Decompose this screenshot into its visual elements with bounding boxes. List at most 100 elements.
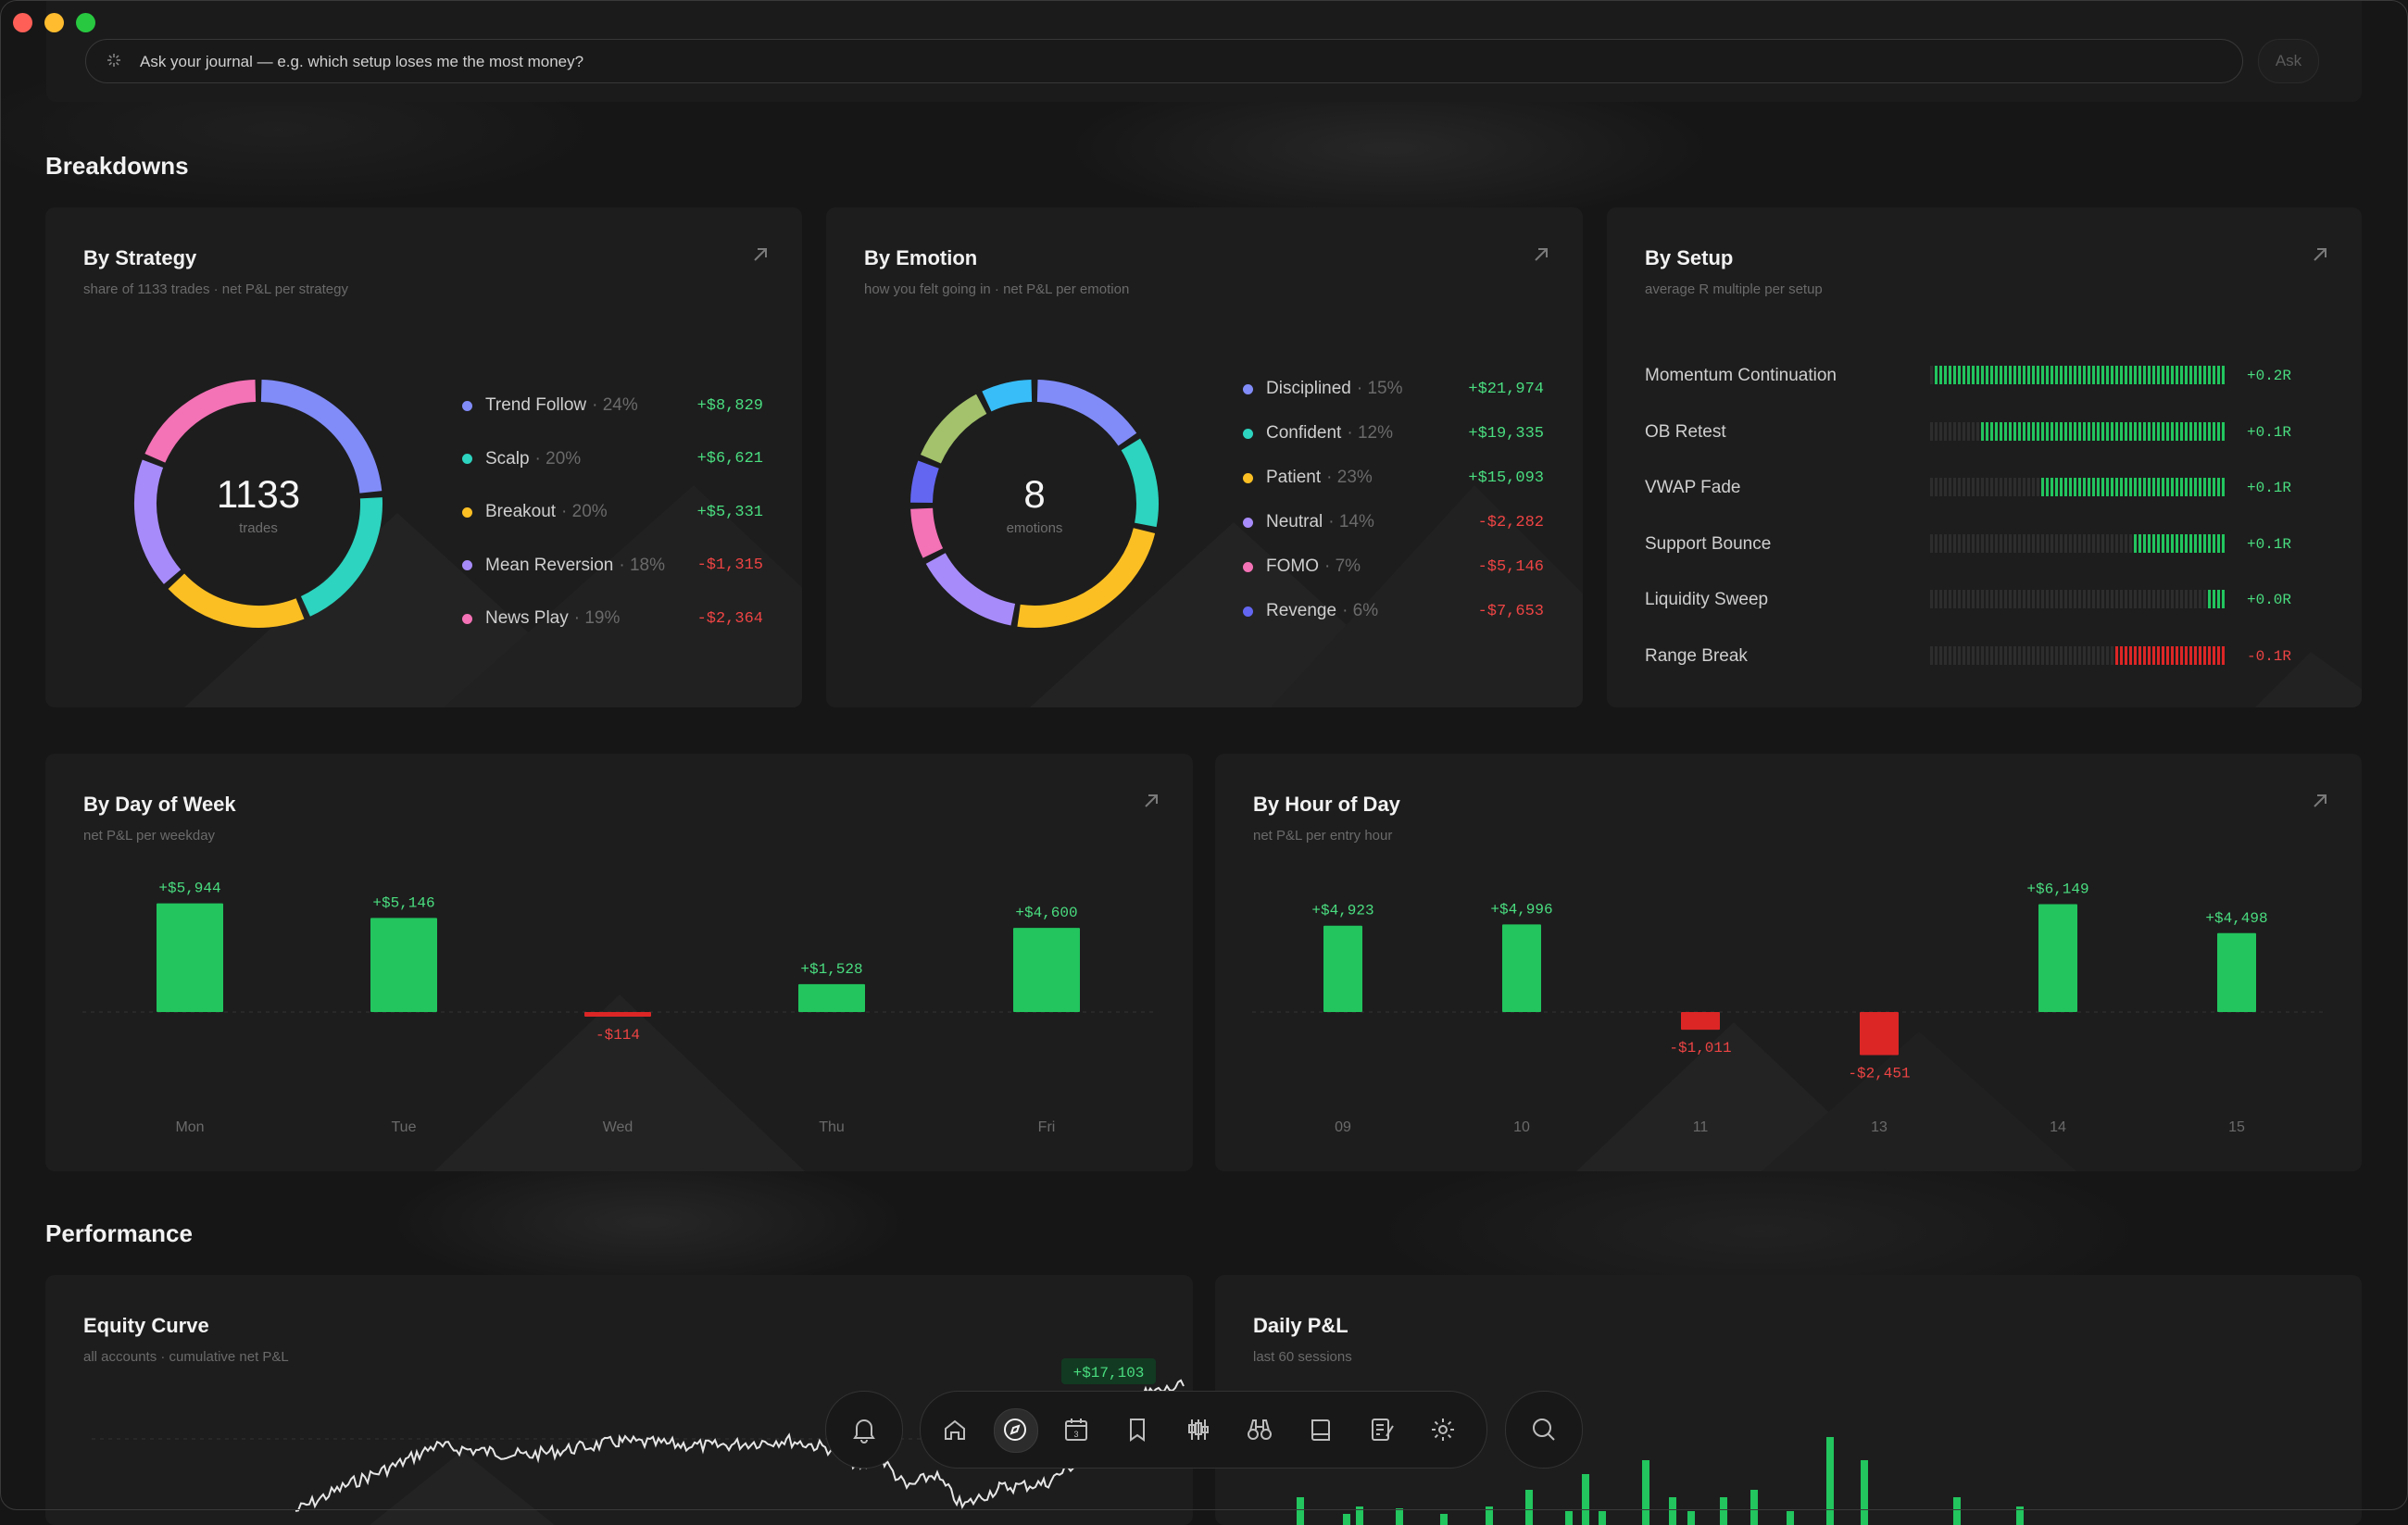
expand-arrow-icon[interactable] (1141, 791, 1161, 811)
home-icon[interactable] (941, 1416, 969, 1444)
expand-arrow-icon[interactable] (750, 244, 771, 265)
donut-segment-mean-reversion[interactable] (134, 459, 182, 584)
candlestick-icon[interactable] (1185, 1416, 1212, 1444)
x-tick-label: Fri (1038, 1119, 1056, 1135)
search-icon[interactable] (1530, 1416, 1558, 1444)
daily-bar[interactable] (1669, 1497, 1676, 1525)
setup-row[interactable]: VWAP Fade +0.1R (1645, 475, 2330, 501)
x-tick-label: Thu (819, 1119, 845, 1135)
bar-Thu[interactable] (798, 983, 865, 1012)
book-icon[interactable] (1307, 1416, 1335, 1444)
journal-icon[interactable] (1368, 1416, 1396, 1444)
donut-segment-patient[interactable] (1017, 528, 1156, 628)
daily-bar[interactable] (1642, 1460, 1649, 1525)
legend-item[interactable]: Disciplined · 15% (1243, 376, 1403, 402)
daily-bar[interactable] (1486, 1506, 1493, 1525)
donut-segment-neutral[interactable] (925, 552, 1016, 626)
expand-arrow-icon[interactable] (2310, 244, 2330, 265)
legend-item[interactable]: Breakout · 20% (462, 499, 608, 525)
bell-icon[interactable] (851, 1416, 877, 1444)
minimize-window-button[interactable] (44, 13, 64, 32)
donut-segment-disciplined[interactable] (1036, 380, 1137, 446)
donut-segment-scalp[interactable] (300, 497, 383, 617)
daily-bar[interactable] (1356, 1506, 1363, 1525)
setup-name: Range Break (1645, 645, 1748, 666)
donut-segment-other-0[interactable] (920, 394, 987, 464)
legend-item[interactable]: Confident · 12% (1243, 420, 1393, 446)
daily-bar[interactable] (1861, 1460, 1868, 1525)
daily-bar[interactable] (1687, 1511, 1695, 1525)
daily-bar[interactable] (1396, 1508, 1403, 1525)
daily-bar[interactable] (1953, 1497, 1961, 1525)
close-window-button[interactable] (13, 13, 32, 32)
legend-item[interactable]: Trend Follow · 24% (462, 393, 638, 419)
donut-segment-news-play[interactable] (144, 380, 257, 463)
binoculars-icon[interactable] (1246, 1416, 1273, 1444)
expand-arrow-icon[interactable] (1531, 244, 1551, 265)
bar-Fri[interactable] (1013, 928, 1080, 1012)
legend-value: -$1,315 (696, 556, 763, 574)
donut-segment-revenge[interactable] (910, 460, 939, 504)
daily-bar[interactable] (1525, 1490, 1533, 1525)
legend-item[interactable]: Neutral · 14% (1243, 509, 1374, 535)
card-title: By Emotion (864, 246, 978, 269)
legend-name: Mean Reversion (485, 555, 614, 575)
compass-icon[interactable] (1001, 1416, 1029, 1444)
daily-bar[interactable] (1599, 1511, 1606, 1525)
ask-journal-box[interactable] (85, 39, 2243, 84)
notifications-dock (825, 1391, 903, 1469)
daily-bar[interactable] (1565, 1511, 1573, 1525)
setup-row[interactable]: Liquidity Sweep +0.0R (1645, 587, 2330, 613)
setup-row[interactable]: Support Bounce +0.1R (1645, 531, 2330, 557)
bar-Wed[interactable] (584, 1012, 651, 1017)
x-tick-label: Wed (603, 1119, 633, 1135)
calendar-icon[interactable]: 3 (1062, 1416, 1090, 1444)
bar-11[interactable] (1681, 1012, 1720, 1031)
setup-bar (1930, 645, 2230, 665)
legend-item[interactable]: Revenge · 6% (1243, 598, 1378, 624)
daily-bar[interactable] (1787, 1511, 1794, 1525)
legend-item[interactable]: News Play · 19% (462, 606, 620, 631)
donut-segment-trend-follow[interactable] (260, 380, 383, 494)
bookmark-icon[interactable] (1123, 1416, 1151, 1444)
legend-name: Breakout (485, 502, 557, 521)
legend-item[interactable]: Patient · 23% (1243, 465, 1373, 491)
setup-row[interactable]: OB Retest +0.1R (1645, 419, 2330, 445)
daily-bar[interactable] (1343, 1514, 1350, 1525)
daily-bar[interactable] (1297, 1497, 1304, 1525)
bar-10[interactable] (1502, 924, 1541, 1012)
daily-bar[interactable] (1826, 1437, 1834, 1525)
donut-segment-other-1[interactable] (982, 380, 1033, 412)
setup-value: +0.2R (2247, 368, 2292, 384)
setup-row[interactable]: Range Break -0.1R (1645, 644, 2330, 669)
gear-icon[interactable] (1429, 1416, 1457, 1444)
legend-item[interactable]: Mean Reversion · 18% (462, 553, 665, 579)
day-of-week-card: By Day of Week net P&L per weekday +$5,9… (45, 754, 1193, 1171)
donut-segment-confident[interactable] (1121, 438, 1159, 528)
bar-15[interactable] (2217, 932, 2256, 1012)
daily-bar[interactable] (1440, 1514, 1448, 1525)
x-tick-label: Tue (392, 1119, 417, 1135)
donut-segment-breakout[interactable] (168, 573, 305, 628)
expand-arrow-icon[interactable] (2310, 791, 2330, 811)
legend-item[interactable]: Scalp · 20% (462, 446, 581, 472)
daily-bar[interactable] (1750, 1490, 1758, 1525)
legend-value: +$15,093 (1468, 469, 1544, 487)
daily-bar[interactable] (1720, 1497, 1727, 1525)
bar-14[interactable] (2038, 904, 2077, 1012)
card-subtitle: net P&L per weekday (83, 828, 216, 844)
ask-button[interactable]: Ask (2258, 39, 2319, 83)
bar-13[interactable] (1860, 1012, 1899, 1056)
bar-09[interactable] (1323, 925, 1362, 1012)
ask-journal-input[interactable] (138, 40, 2179, 84)
emotion-card: By Emotion how you felt going in · net P… (826, 207, 1583, 707)
daily-bar[interactable] (1582, 1474, 1589, 1525)
legend-item[interactable]: FOMO · 7% (1243, 554, 1361, 580)
setup-value: +0.1R (2247, 535, 2292, 553)
setup-row[interactable]: Momentum Continuation +0.2R (1645, 363, 2330, 389)
daily-bar[interactable] (2016, 1506, 2024, 1525)
bar-Tue[interactable] (370, 918, 437, 1012)
bar-Mon[interactable] (157, 903, 223, 1012)
donut-segment-fomo[interactable] (910, 507, 944, 558)
zoom-window-button[interactable] (76, 13, 95, 32)
